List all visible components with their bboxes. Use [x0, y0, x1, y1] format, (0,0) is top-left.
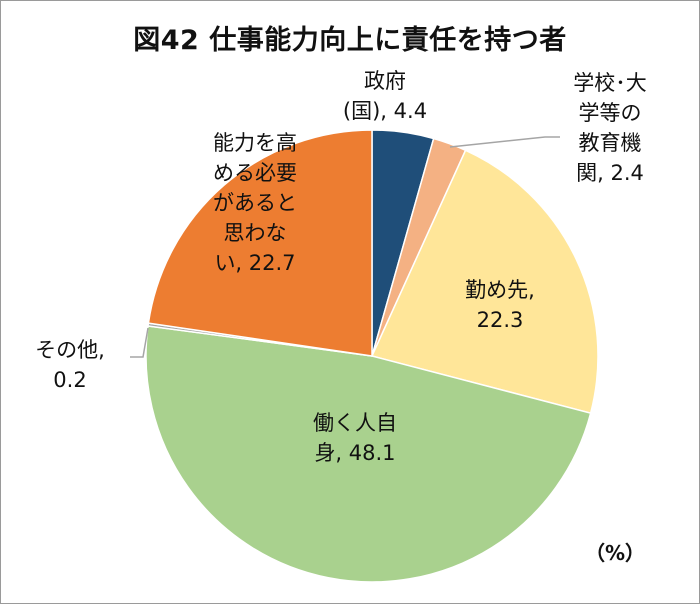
pie-slice — [147, 129, 373, 357]
label-schools: 学校･大 学等の 教育機 関, 2.4 — [573, 71, 647, 185]
pie-slice — [145, 325, 592, 583]
label-not-needed: 能力を高 める必要 があると 思わな い, 22.7 — [213, 131, 297, 275]
chart-title: 図42 仕事能力向上に責任を持つ者 — [133, 25, 567, 56]
label-government: 政府 (国), 4.4 — [342, 69, 428, 123]
leader-line — [130, 327, 149, 358]
unit-label: （%） — [585, 541, 646, 565]
label-employer: 勤め先, 22.3 — [465, 278, 535, 332]
label-workers: 働く人自 身, 48.1 — [313, 411, 397, 465]
label-other: その他, 0.2 — [35, 338, 105, 392]
leader-line — [449, 136, 560, 148]
pie-slice — [370, 149, 599, 415]
